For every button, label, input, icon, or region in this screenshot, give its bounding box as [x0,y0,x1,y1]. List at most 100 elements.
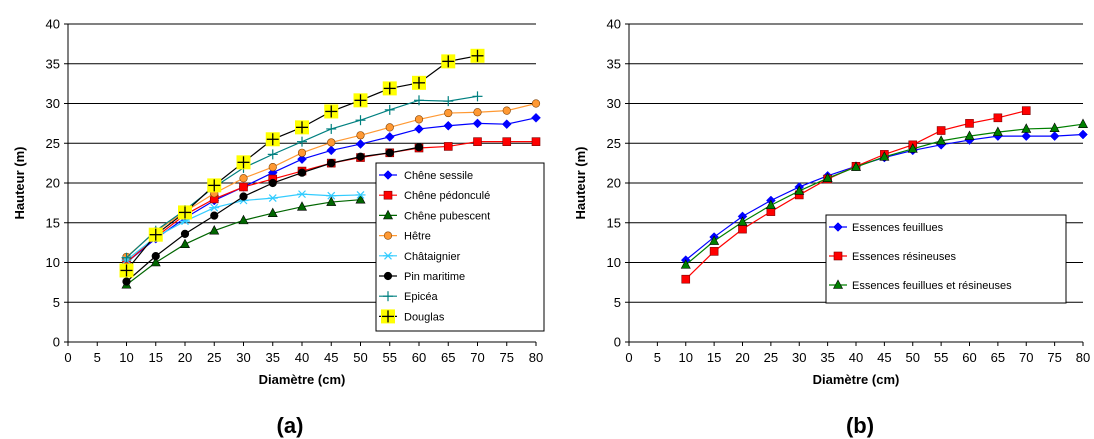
y-tick-label: 15 [607,215,621,230]
data-point [794,185,805,195]
data-point [473,108,482,117]
y-axis-title: Hauteur (m) [573,147,588,220]
y-axis-title: Hauteur (m) [12,147,27,220]
data-point [473,137,482,146]
legend-item: Douglas [379,309,445,324]
legend-marker [383,209,393,220]
legend-label: Pin maritime [404,271,465,283]
legend-item: Chêne pédonculé [379,190,490,202]
data-point [965,119,974,128]
data-point [295,120,309,135]
data-point [385,123,394,132]
data-point [412,75,426,90]
x-tick-label: 65 [441,350,455,365]
x-tick-label: 60 [962,350,976,365]
data-point [265,132,280,147]
legend-marker [833,222,843,232]
data-point [268,178,277,188]
data-point [531,99,541,108]
data-point [355,191,366,199]
legend-marker [383,170,393,180]
y-tick-label: 35 [607,56,621,71]
data-point [150,256,161,267]
data-point [297,148,307,157]
legend-item: Hêtre [379,231,431,243]
legend: Essences feuillues Essences résineuses Ess… [825,214,1067,304]
data-point [355,115,366,126]
legend-marker [383,271,393,281]
x-tick-label: 50 [906,350,920,365]
legend-item: Essences résineuses [829,251,956,263]
panel-label: (b) [846,413,874,438]
data-point [148,227,163,242]
data-point [1078,129,1088,140]
legend-label: Essences résineuses [852,251,956,263]
y-tick-label: 35 [46,56,60,71]
data-point [327,138,336,147]
x-tick-label: 25 [207,350,221,365]
data-point [1021,123,1032,133]
data-point [326,196,337,206]
legend-item: Chêne sessile [379,170,473,182]
x-axis-title: Diamètre (cm) [813,372,900,387]
y-tick-label: 0 [614,335,621,350]
x-tick-label: 20 [735,350,749,365]
legend-label: Essences feuillues [852,222,944,234]
legend: Chêne sessile Chêne pédonculé Chêne pubesc… [375,162,545,332]
series-chene-pubescent [121,194,366,289]
data-point [993,113,1003,123]
y-tick-label: 15 [46,215,60,230]
legend-marker [383,251,393,260]
series-pin-maritime [122,143,424,286]
data-point [737,216,748,226]
panel-label: (a) [277,413,304,438]
legend-label: Chêne pubescent [404,210,490,222]
y-tick-label: 25 [607,136,621,151]
series-essences-feuillues-et-resineuses [680,118,1088,269]
legend-label: Hêtre [404,231,431,243]
data-point [239,192,248,201]
y-tick-label: 5 [53,295,60,310]
legend-label: Chêne sessile [404,170,473,182]
legend-item: Chêne pubescent [379,209,490,222]
data-point [326,145,337,156]
x-tick-label: 50 [353,350,367,365]
y-tick-label: 10 [46,255,60,270]
x-tick-label: 55 [934,350,948,365]
data-point [353,93,368,108]
x-tick-label: 25 [764,350,778,365]
data-point [178,205,192,220]
data-point [414,95,424,106]
data-point [207,178,222,193]
data-point [267,149,278,160]
data-point [822,172,833,183]
x-tick-label: 45 [324,350,338,365]
x-tick-label: 70 [470,350,484,365]
data-point [992,126,1003,136]
data-point [765,199,776,210]
x-tick-label: 15 [149,350,163,365]
data-point [122,277,131,286]
x-tick-label: 80 [1076,350,1090,365]
data-point [324,104,339,119]
x-tick-label: 10 [119,350,133,365]
data-point [414,124,424,134]
x-tick-label: 40 [849,350,863,365]
x-tick-label: 45 [877,350,891,365]
data-point [239,182,248,192]
data-point [209,203,220,212]
data-point [444,108,453,118]
data-point [297,136,307,147]
x-tick-label: 30 [792,350,806,365]
data-point [936,126,946,135]
data-point [472,118,483,129]
data-point [356,131,365,140]
x-tick-label: 5 [94,350,101,365]
data-point [501,119,512,130]
y-tick-label: 10 [607,255,621,270]
legend-item: Epicéa [379,291,439,303]
data-point [851,161,861,171]
data-point [964,130,975,140]
legend-box [825,214,1067,304]
y-tick-label: 20 [607,176,621,191]
